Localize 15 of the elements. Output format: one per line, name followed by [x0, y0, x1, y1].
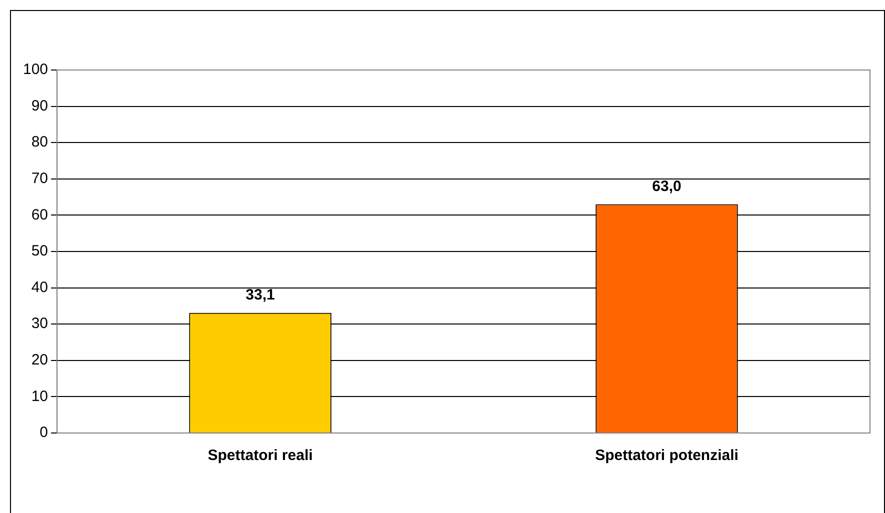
x-tick-label: Spettatori potenziali — [595, 447, 738, 464]
y-tick-label: 20 — [31, 352, 48, 369]
y-tick-label: 60 — [31, 206, 48, 224]
data-label: 63,0 — [652, 178, 682, 195]
y-tick-label: 40 — [31, 278, 48, 296]
y-tick-label: 50 — [31, 242, 48, 260]
y-tick-label: 30 — [31, 315, 48, 332]
y-tick-label: 10 — [31, 388, 48, 405]
data-label: 33,1 — [246, 286, 275, 304]
y-tick-label: 90 — [31, 97, 48, 114]
y-tick-label: 70 — [31, 170, 48, 188]
y-tick-label: 100 — [22, 61, 48, 78]
x-tick-label: Spettatori reali — [208, 447, 313, 464]
y-tick-label: 80 — [31, 134, 48, 151]
y-tick-label: 0 — [40, 424, 48, 442]
